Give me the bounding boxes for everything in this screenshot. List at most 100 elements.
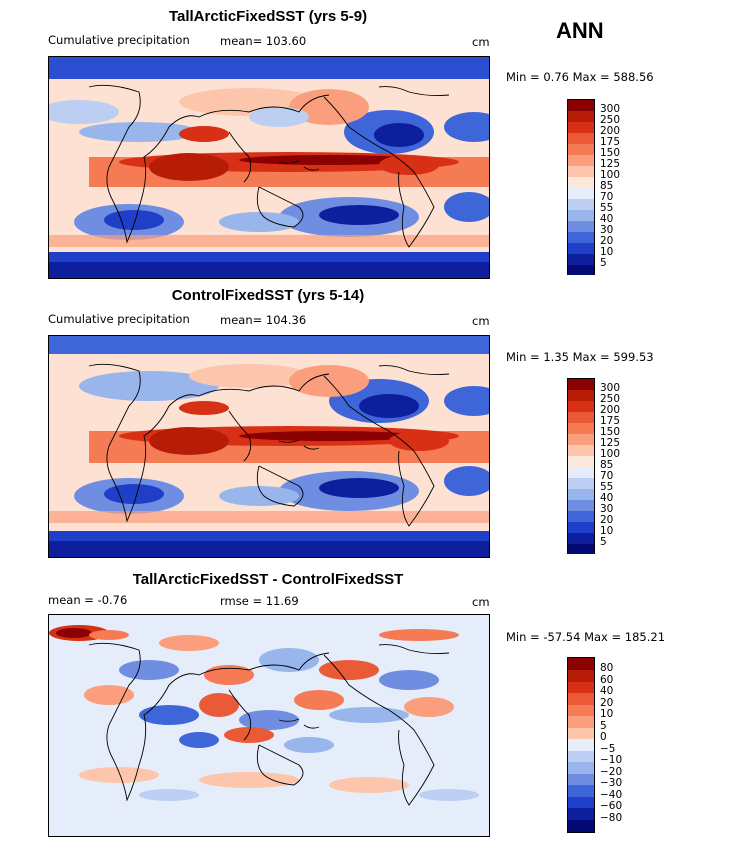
panel-3-rmse: rmse = 11.69 [220, 594, 299, 608]
panel-1-color-swatch [568, 199, 594, 210]
colorbar-label: 55 [600, 481, 614, 493]
panel-2-color-swatch [568, 489, 594, 500]
panel-2-map [48, 335, 490, 558]
panel-3-color-swatch [568, 751, 594, 762]
colorbar-label: 30 [600, 503, 614, 515]
panel-3-color-swatch [568, 705, 594, 716]
colorbar-label: 150 [600, 426, 621, 438]
colorbar-label: 200 [600, 125, 621, 137]
panel-2-map-svg [49, 336, 489, 557]
panel-1-color-swatch [568, 221, 594, 232]
panel-2-color-swatch [568, 467, 594, 478]
colorbar-label: 70 [600, 191, 614, 203]
panel-1-color-swatch [568, 243, 594, 254]
panel-1-color-swatch [568, 144, 594, 155]
colorbar-label: 10 [600, 525, 614, 537]
colorbar-label: 125 [600, 437, 621, 449]
panel-1-variable-label: Cumulative precipitation [48, 33, 190, 47]
panel-1-color-swatch [568, 265, 594, 275]
panel-1-units: cm [472, 35, 490, 49]
colorbar-label: 150 [600, 147, 621, 159]
colorbar-label: 80 [600, 662, 614, 674]
colorbar-label: 10 [600, 246, 614, 258]
panel-3-units: cm [472, 595, 490, 609]
colorbar-label: −5 [600, 743, 616, 755]
panel-1-color-swatch [568, 100, 594, 111]
colorbar-label: 250 [600, 114, 621, 126]
colorbar-label: 55 [600, 202, 614, 214]
colorbar-label: 20 [600, 235, 614, 247]
colorbar-label: 5 [600, 720, 607, 732]
panel-2-minmax: Min = 1.35 Max = 599.53 [506, 350, 654, 364]
colorbar-label: 20 [600, 514, 614, 526]
panel-1-map-svg [49, 57, 489, 278]
panel-1-title: TallArcticFixedSST (yrs 5-9) [168, 8, 368, 25]
panel-1-color-swatch [568, 111, 594, 122]
panel-3-color-swatch [568, 670, 594, 682]
panel-3-color-swatch [568, 682, 594, 693]
panel-3-color-swatch [568, 716, 594, 728]
colorbar-label: 85 [600, 180, 614, 192]
season-label: ANN [556, 18, 604, 43]
panel-1-color-swatch [568, 177, 594, 188]
panel-3-color-swatch [568, 739, 594, 751]
colorbar-label: 5 [600, 257, 607, 269]
panel-2-color-swatch [568, 511, 594, 522]
panel-3-color-swatch [568, 797, 594, 808]
panel-1-minmax: Min = 0.76 Max = 588.56 [506, 70, 654, 84]
panel-2-color-swatch [568, 434, 594, 445]
panel-1-color-swatch [568, 133, 594, 144]
panel-1-mean: mean= 103.60 [220, 34, 307, 48]
panel-1-color-swatch [568, 232, 594, 243]
panel-2-color-swatch [568, 456, 594, 467]
panel-3-map [48, 614, 490, 837]
colorbar-label: 200 [600, 404, 621, 416]
panel-2-variable-label: Cumulative precipitation [48, 312, 190, 326]
colorbar-label: 30 [600, 224, 614, 236]
panel-2-color-swatch [568, 544, 594, 554]
panel-3-title: TallArcticFixedSST - ControlFixedSST [132, 571, 404, 588]
panel-3-color-swatch [568, 820, 594, 832]
colorbar-label: 100 [600, 169, 621, 181]
panel-3-color-swatch [568, 774, 594, 785]
panel-3-color-swatch [568, 728, 594, 739]
panel-1-color-swatch [568, 166, 594, 177]
panel-1-color-swatch [568, 155, 594, 166]
panel-2-color-swatch [568, 533, 594, 544]
panel-1-color-swatch [568, 188, 594, 199]
panel-2-color-swatch [568, 478, 594, 489]
colorbar-label: −20 [600, 766, 623, 778]
colorbar-label: 40 [600, 492, 614, 504]
colorbar-label: 0 [600, 731, 607, 743]
colorbar-label: 40 [600, 213, 614, 225]
panel-1-color-swatch [568, 210, 594, 221]
colorbar-label: 20 [600, 697, 614, 709]
panel-3-minmax: Min = -57.54 Max = 185.21 [506, 630, 666, 644]
colorbar-label: −40 [600, 789, 623, 801]
panel-3-map-svg [49, 615, 489, 836]
colorbar-label: 10 [600, 708, 614, 720]
colorbar-label: 125 [600, 158, 621, 170]
panel-2-colorbar [567, 378, 595, 554]
panel-3-mean: mean = -0.76 [48, 593, 128, 607]
colorbar-label: −80 [600, 812, 623, 824]
panel-2-units: cm [472, 314, 490, 328]
colorbar-label: −60 [600, 800, 623, 812]
panel-3-color-swatch [568, 808, 594, 820]
panel-3-colorbar [567, 657, 595, 833]
panel-3-color-swatch [568, 785, 594, 797]
panel-2-color-swatch [568, 379, 594, 390]
panel-1-color-swatch [568, 254, 594, 265]
colorbar-label: 175 [600, 136, 621, 148]
colorbar-label: −10 [600, 754, 623, 766]
colorbar-label: 40 [600, 685, 614, 697]
colorbar-label: 60 [600, 674, 614, 686]
panel-3-color-swatch [568, 762, 594, 774]
colorbar-label: −30 [600, 777, 623, 789]
colorbar-label: 70 [600, 470, 614, 482]
colorbar-label: 300 [600, 103, 621, 115]
panel-2-color-swatch [568, 500, 594, 511]
panel-2-color-swatch [568, 390, 594, 401]
colorbar-label: 250 [600, 393, 621, 405]
panel-2-color-swatch [568, 445, 594, 456]
